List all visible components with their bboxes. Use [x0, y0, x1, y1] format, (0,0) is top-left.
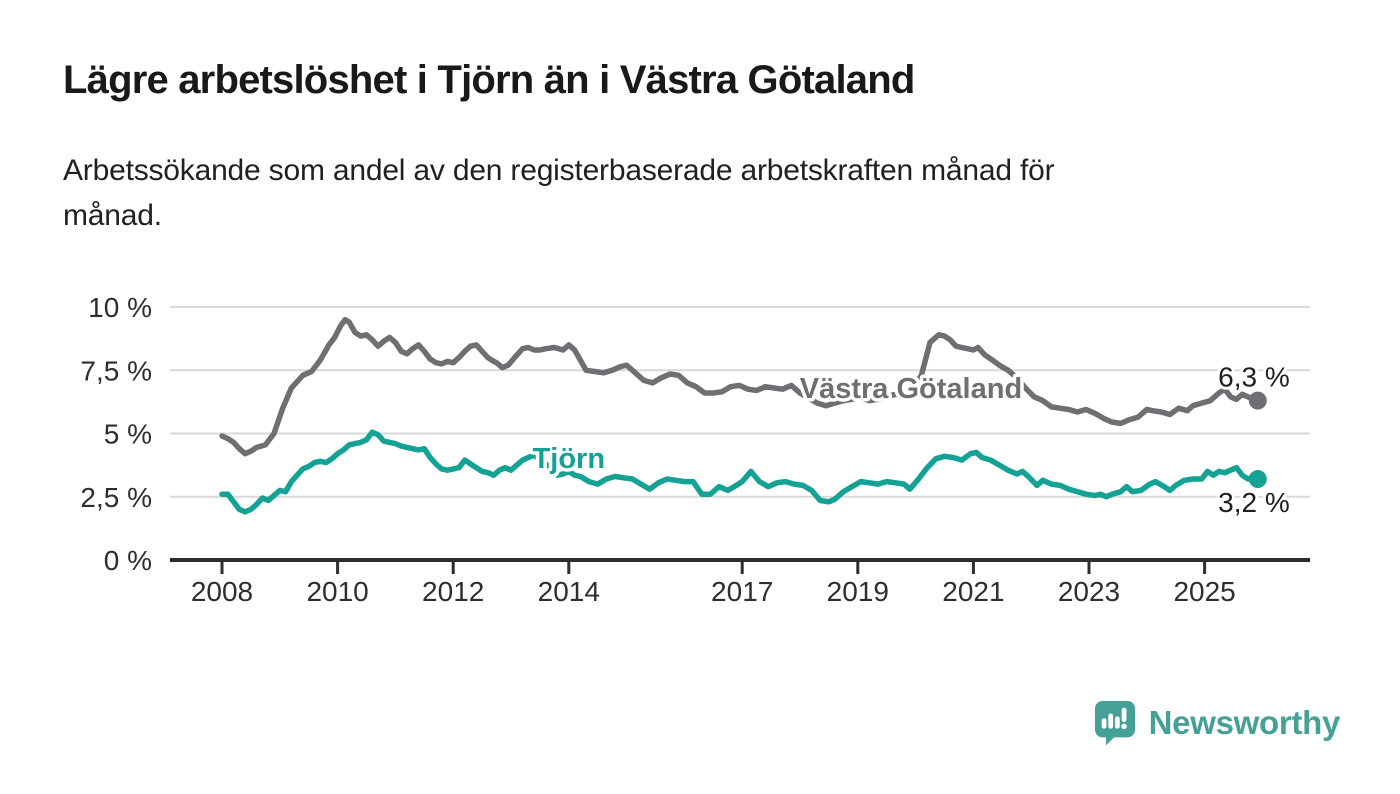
x-tick-label-2019: 2019: [827, 576, 889, 607]
newsworthy-logo-text: Newsworthy: [1148, 704, 1341, 741]
series-end-value-label-0: 6,3 %: [1218, 362, 1290, 393]
series-end-dot-0: [1248, 391, 1267, 410]
page-subtitle: Arbetssökande som andel av den registerb…: [63, 154, 1055, 232]
x-tick-label-2008: 2008: [191, 576, 253, 607]
y-tick-label-7.5: 7,5 %: [80, 355, 152, 386]
series-end-dot-1: [1248, 470, 1267, 489]
newsworthy-logo-icon: [1094, 701, 1135, 746]
series-end-value-label-1: 3,2 %: [1218, 487, 1290, 518]
x-tick-label-2017: 2017: [711, 576, 773, 607]
y-tick-label-0: 0 %: [104, 545, 152, 576]
page-title: Lägre arbetslöshet i Tjörn än i Västra G…: [63, 58, 915, 102]
x-tick-label-2010: 2010: [306, 576, 368, 607]
y-tick-label-2.5: 2,5 %: [80, 482, 152, 513]
x-tick-label-2025: 2025: [1173, 576, 1235, 607]
series-label-1: Tjörn: [533, 443, 606, 475]
x-tick-label-2023: 2023: [1058, 576, 1120, 607]
y-tick-label-10: 10 %: [88, 292, 152, 323]
x-tick-label-2012: 2012: [422, 576, 484, 607]
series-line-1: [219, 429, 1261, 515]
series-line-0: [219, 316, 1261, 457]
series-label-0: Västra Götaland: [800, 373, 1022, 405]
newsworthy-logo: Newsworthy: [1094, 700, 1340, 746]
y-tick-label-5: 5 %: [104, 419, 152, 450]
x-tick-label-2014: 2014: [538, 576, 600, 607]
x-tick-label-2021: 2021: [942, 576, 1004, 607]
